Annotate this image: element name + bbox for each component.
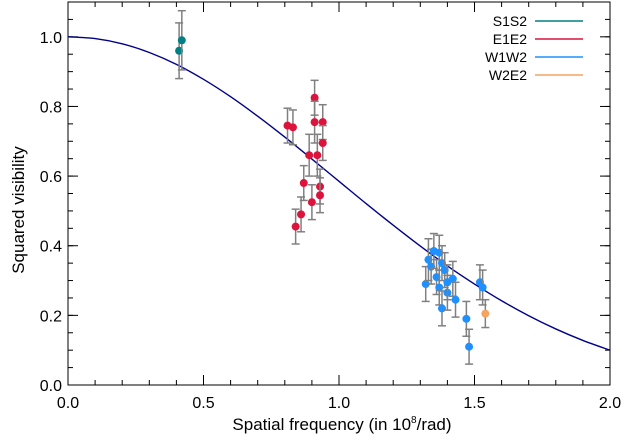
plot-frame <box>67 1 611 386</box>
x-tick-label: 0.0 <box>57 395 79 412</box>
data-points-layer <box>175 9 490 365</box>
data-point-e1e2 <box>318 118 327 127</box>
legend-label-w2e2: W2E2 <box>489 67 527 83</box>
data-point-w1w2 <box>448 274 457 283</box>
data-point-w1w2 <box>437 304 446 313</box>
model-curve-line <box>67 36 611 351</box>
data-point-w1w2 <box>465 342 474 351</box>
legend-label-s1s2: S1S2 <box>493 13 527 29</box>
x-tick-label: 0.5 <box>192 395 214 412</box>
data-point-e1e2 <box>291 222 300 231</box>
data-point-e1e2 <box>310 118 319 127</box>
y-tick-label: 0.8 <box>40 99 62 116</box>
x-tick-label: 1.0 <box>328 395 350 412</box>
y-axis-label: Squared visibility <box>9 146 28 274</box>
legend-label-w1w2: W1W2 <box>485 49 527 65</box>
y-tick-label: 0.6 <box>40 169 62 186</box>
data-point-e1e2 <box>288 123 297 132</box>
data-point-w1w2 <box>421 280 430 289</box>
data-point-e1e2 <box>310 93 319 102</box>
legend: S1S2 E1E2 W1W2 W2E2 <box>485 13 583 83</box>
x-axis-label: Spatial frequency (in 108/rad) <box>232 415 451 434</box>
data-point-e1e2 <box>305 151 314 160</box>
data-point-e1e2 <box>316 191 325 200</box>
y-tick-label: 0.2 <box>40 308 62 325</box>
axes-layer: 0.0 0.5 1.0 1.5 2.0 0.0 0.2 0.4 0.6 0.8 1.0 <box>40 1 621 412</box>
legend-label-e1e2: E1E2 <box>493 31 527 47</box>
data-point-e1e2 <box>307 198 316 207</box>
data-point-w2e2 <box>481 309 490 318</box>
y-tick-label: 0.4 <box>40 239 62 256</box>
x-tick-label: 1.5 <box>463 395 485 412</box>
model-curve-layer <box>67 36 611 351</box>
data-point-w1w2 <box>435 283 444 292</box>
data-point-w1w2 <box>451 295 460 304</box>
data-point-e1e2 <box>313 151 322 160</box>
data-point-w1w2 <box>462 314 471 323</box>
data-point-s1s2 <box>177 36 186 45</box>
y-tick-label: 0.0 <box>40 378 62 395</box>
y-tick-label: 1.0 <box>40 30 62 47</box>
x-tick-label: 2.0 <box>599 395 621 412</box>
data-point-e1e2 <box>297 210 306 219</box>
data-point-e1e2 <box>318 139 327 148</box>
data-point-e1e2 <box>299 179 308 188</box>
data-point-w1w2 <box>478 283 487 292</box>
